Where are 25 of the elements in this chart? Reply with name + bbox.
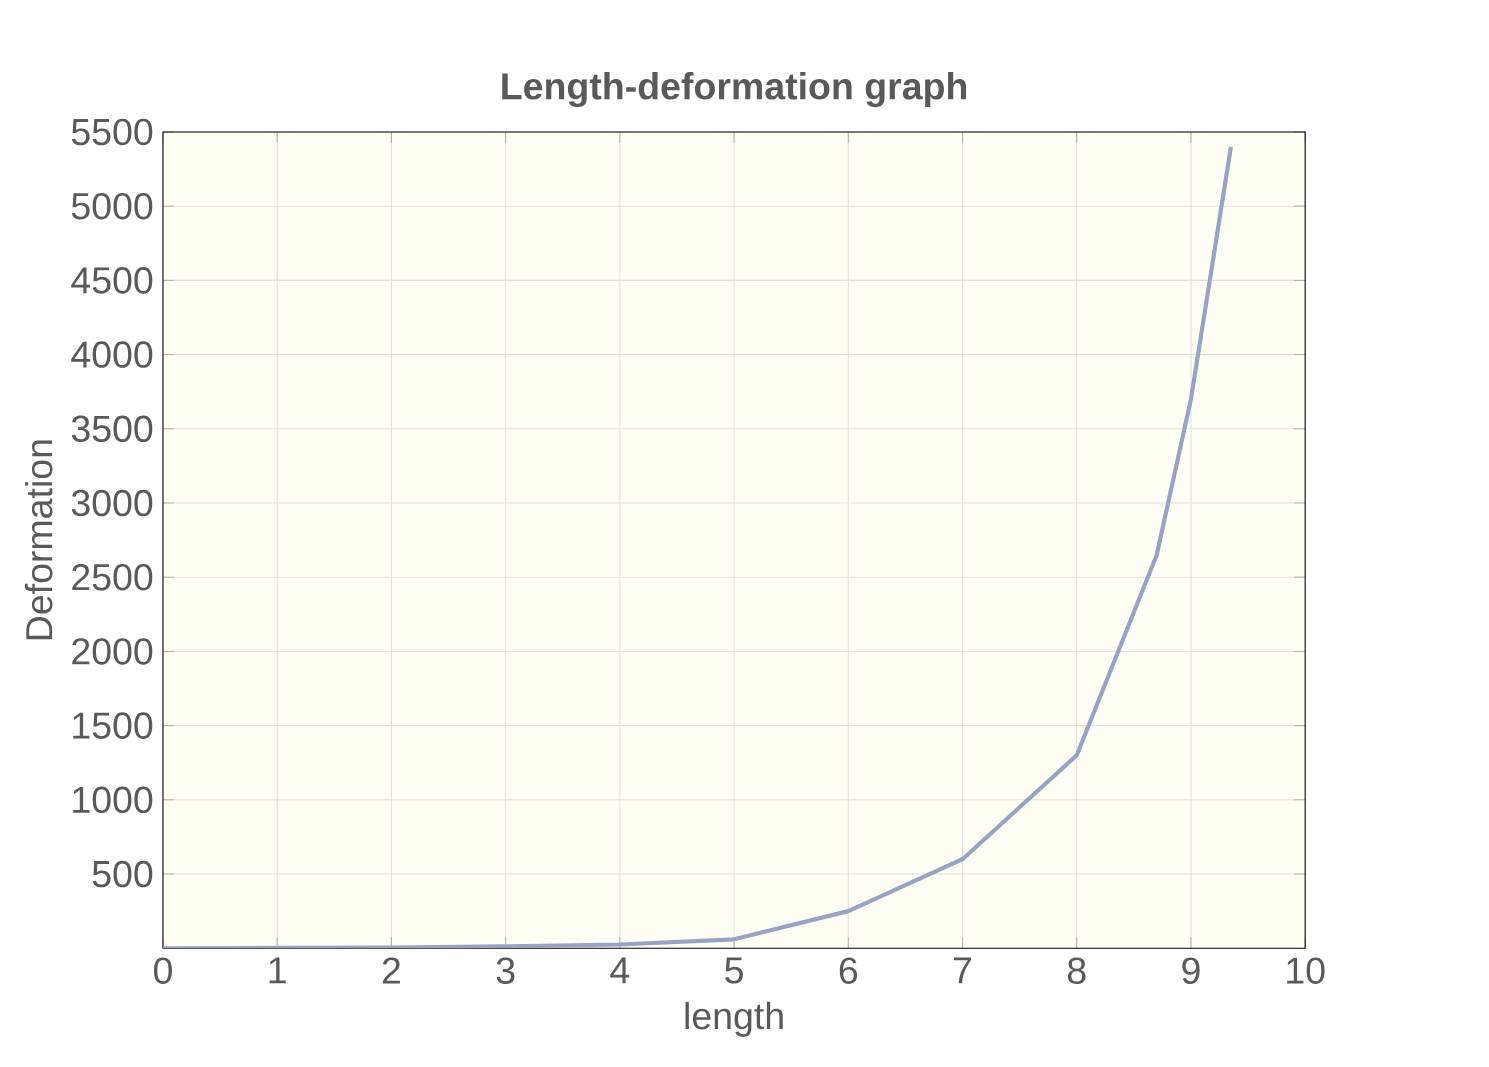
x-tick-label: 4	[610, 957, 630, 984]
y-tick-label: 1500	[73, 712, 153, 740]
x-tick-label: 2	[382, 957, 400, 984]
x-tick-label: 9	[1182, 957, 1200, 985]
x-tick-label: 3	[496, 957, 515, 985]
y-tick-label: 4500	[71, 267, 153, 294]
x-axis-title: length	[685, 1001, 783, 1037]
x-tick-label: 5	[725, 957, 743, 984]
y-tick-label: 3000	[71, 489, 153, 517]
y-tick-label: 3500	[71, 415, 153, 443]
x-tick-label: 8	[1067, 957, 1086, 985]
y-tick-label: 1000	[73, 786, 153, 814]
x-tick-label: 0	[154, 957, 172, 985]
y-tick-label: 500	[92, 860, 153, 888]
x-tick-label: 7	[954, 957, 972, 984]
y-tick-label: 2000	[72, 638, 153, 665]
x-tick-label: 1	[269, 957, 286, 984]
y-tick-label: 4000	[71, 341, 153, 368]
x-tick-label: 10	[1287, 957, 1325, 985]
y-tick-label: 5500	[71, 118, 153, 146]
chart-title: Length-deformation graph	[502, 72, 967, 108]
x-tick-label: 6	[839, 957, 858, 985]
y-tick-label: 5000	[71, 193, 153, 220]
y-axis-title: Deformation	[24, 440, 53, 640]
y-tick-label: 2500	[72, 564, 153, 591]
